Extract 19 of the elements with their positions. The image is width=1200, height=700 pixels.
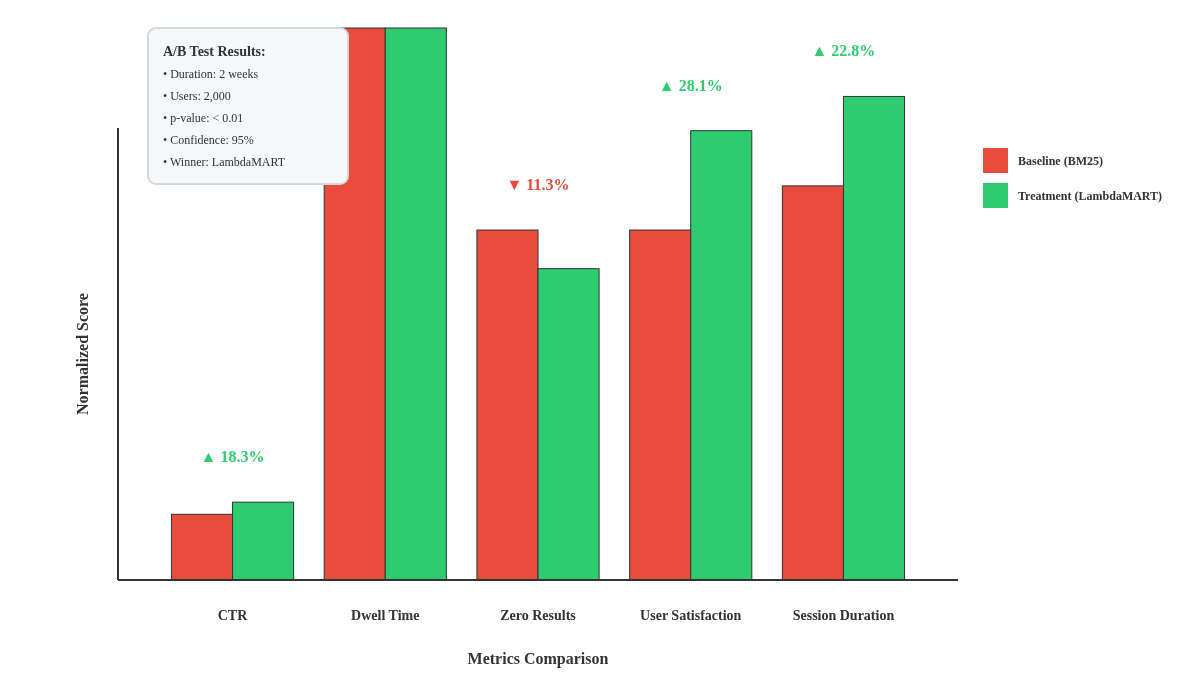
- annotation: ▲ 22.8%: [811, 42, 876, 60]
- legend-label: Baseline (BM25): [1018, 154, 1103, 168]
- annotation: • Duration: 2 weeks: [163, 67, 259, 81]
- x-tick-label: User Satisfaction: [640, 608, 742, 623]
- x-tick-label: CTR: [217, 608, 249, 623]
- annotation: ▲ 28.1%: [658, 76, 723, 94]
- annotation: • Users: 2,000: [163, 89, 231, 103]
- legend-label: Treatment (LambdaMART): [1018, 189, 1163, 203]
- x-tick-label: Session Duration: [792, 608, 895, 623]
- x-axis-title: Metrics Comparison: [467, 650, 609, 668]
- annotation: ▼ 11.3%: [506, 176, 570, 194]
- x-tick-label: Dwell Time: [351, 608, 420, 623]
- annotation: • Winner: LambdaMART: [163, 155, 286, 169]
- y-axis-title: Normalized Score: [74, 293, 91, 415]
- annotation: • Confidence: 95%: [163, 133, 254, 147]
- annotation: • p-value: < 0.01: [163, 111, 244, 125]
- annotation: ▲ 18.3%: [200, 448, 265, 466]
- x-tick-label: Zero Results: [500, 608, 577, 623]
- annotation: A/B Test Results:: [163, 44, 266, 59]
